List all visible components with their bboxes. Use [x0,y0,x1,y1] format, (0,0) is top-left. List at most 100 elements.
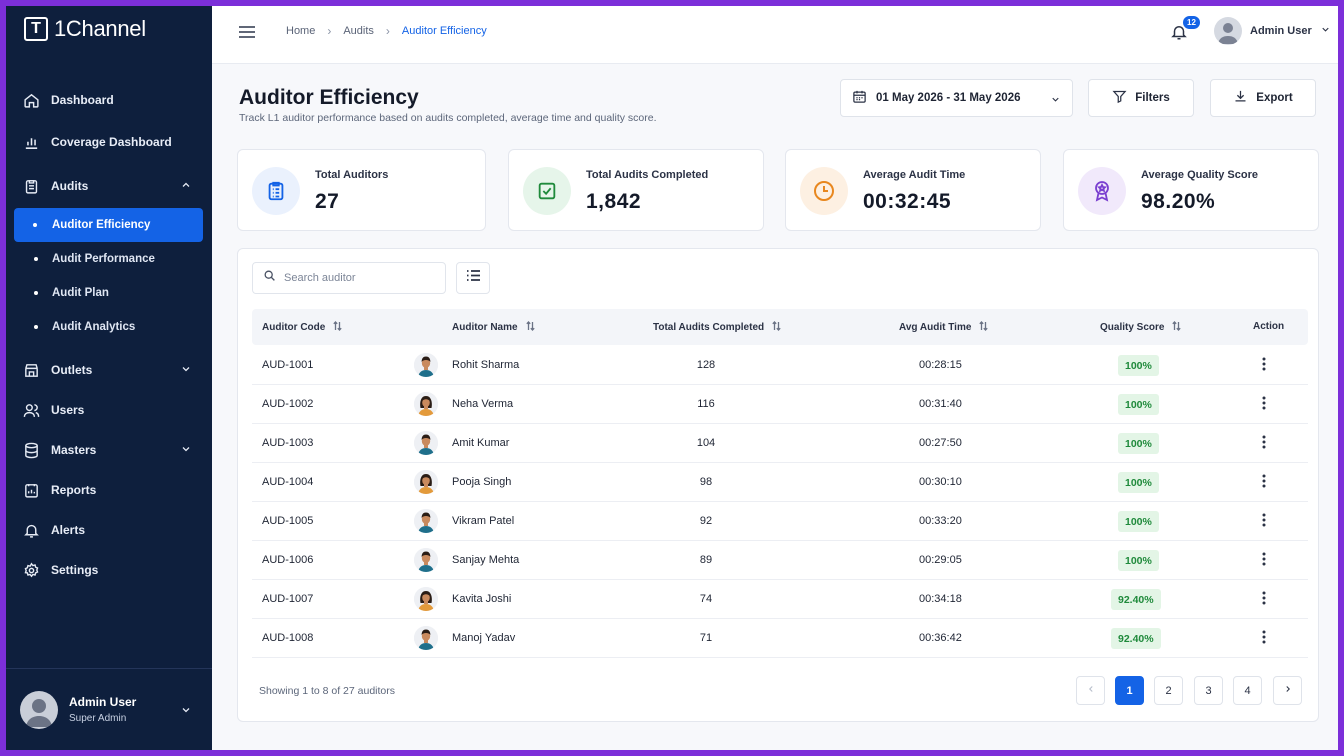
home-icon [22,91,40,109]
kpi-value: 27 [315,190,340,213]
pagination-prev-button[interactable] [1076,676,1105,705]
sidebar-user-name: Admin User [69,695,137,709]
quality-score-badge: 100% [1118,394,1159,415]
filters-button[interactable]: Filters [1088,79,1194,117]
auditor-code-cell: AUD-1004 [262,476,314,488]
breadcrumb-home[interactable]: Home [286,25,316,37]
date-range-picker[interactable]: 01 May 2026 - 31 May 2026 [840,79,1073,117]
avg-audit-time-cell: 00:28:15 [919,359,962,371]
sidebar-sub-auditor-efficiency[interactable]: Auditor Efficiency [14,208,203,242]
avg-audit-time-cell: 00:31:40 [919,398,962,410]
column-header-label: Auditor Name [452,322,518,333]
column-header-auditor-code[interactable]: Auditor Code [262,321,343,334]
avg-audit-time-cell: 00:27:50 [919,437,962,449]
sidebar-item-label: Dashboard [51,93,114,107]
kpi-label: Average Audit Time [863,169,966,181]
sidebar-item-label: Masters [51,443,97,457]
chevron-down-icon[interactable] [180,703,192,721]
column-header-avg-audit-time[interactable]: Avg Audit Time [899,321,989,334]
pagination-page-2[interactable]: 2 [1154,676,1183,705]
table-row[interactable]: AUD-1005 Vikram Patel 92 00:33:20 100% [252,502,1308,541]
more-vertical-icon[interactable] [1262,474,1266,493]
sidebar-item-dashboard[interactable]: Dashboard [6,80,212,120]
table-row[interactable]: AUD-1007 Kavita Joshi 74 00:34:18 92.40% [252,580,1308,619]
auditor-name-cell[interactable]: Sanjay Mehta [452,554,520,566]
sidebar-sub-audit-plan[interactable]: Audit Plan [6,276,212,310]
table-row[interactable]: AUD-1002 Neha Verma 116 00:31:40 100% [252,385,1308,424]
sidebar-item-alerts[interactable]: Alerts [6,510,212,550]
avatar [414,470,438,494]
avg-audit-time-cell: 00:30:10 [919,476,962,488]
pagination-page-1[interactable]: 1 [1115,676,1144,705]
notification-count-badge: 12 [1182,15,1201,30]
kpi-label: Total Auditors [315,169,389,181]
pagination-next-button[interactable] [1273,676,1302,705]
avatar [414,431,438,455]
column-options-button[interactable] [456,262,490,294]
table-row[interactable]: AUD-1003 Amit Kumar 104 00:27:50 100% [252,424,1308,463]
more-vertical-icon[interactable] [1262,513,1266,532]
more-vertical-icon[interactable] [1262,591,1266,610]
auditor-name-cell[interactable]: Kavita Joshi [452,593,512,605]
award-icon [1078,167,1126,215]
auditor-name-cell[interactable]: Rohit Sharma [452,359,520,371]
table-row[interactable]: AUD-1004 Pooja Singh 98 00:30:10 100% [252,463,1308,502]
sidebar-item-outlets[interactable]: Outlets [6,350,212,390]
column-header-auditor-name[interactable]: Auditor Name [452,321,535,334]
hamburger-menu-icon[interactable] [238,24,256,45]
sidebar-sub-audit-performance[interactable]: Audit Performance [6,242,212,276]
chevron-down-icon[interactable] [180,363,192,378]
clipboard-icon [22,177,40,195]
sidebar-item-masters[interactable]: Masters [6,430,212,470]
filter-icon [1112,89,1127,107]
more-vertical-icon[interactable] [1262,552,1266,571]
column-header-quality-score[interactable]: Quality Score [1100,321,1182,334]
main-content: Home › Audits › Auditor Efficiency 12 Ad… [212,6,1338,750]
sidebar-item-label: Settings [51,563,99,577]
sidebar-item-coverage-dashboard[interactable]: Coverage Dashboard [6,122,212,162]
search-box[interactable] [252,262,446,294]
auditor-name-cell[interactable]: Pooja Singh [452,476,512,488]
bar-chart-icon [22,133,40,151]
export-button[interactable]: Export [1210,79,1316,117]
chevron-up-icon[interactable] [180,179,192,194]
sidebar-item-users[interactable]: Users [6,390,212,430]
table-row[interactable]: AUD-1008 Manoj Yadav 71 00:36:42 92.40% [252,619,1308,658]
sidebar-item-audits[interactable]: Audits [6,166,212,206]
auditor-name-cell[interactable]: Vikram Patel [452,515,515,527]
sidebar-item-reports[interactable]: Reports [6,470,212,510]
report-icon [22,481,40,499]
more-vertical-icon[interactable] [1262,396,1266,415]
sidebar-item-settings[interactable]: Settings [6,550,212,590]
more-vertical-icon[interactable] [1262,630,1266,649]
chevron-down-icon[interactable] [180,443,192,458]
topbar-user-menu[interactable]: Admin User [1214,17,1331,45]
avg-audit-time-cell: 00:36:42 [919,632,962,644]
more-vertical-icon[interactable] [1262,357,1266,376]
chevron-right-icon: › [385,24,390,38]
more-vertical-icon[interactable] [1262,435,1266,454]
pagination-page-4[interactable]: 4 [1233,676,1262,705]
sidebar-sub-audit-analytics[interactable]: Audit Analytics [6,310,212,344]
quality-score-badge: 92.40% [1111,589,1161,610]
brand-logo[interactable]: T 1Channel [24,16,146,42]
breadcrumb-audits[interactable]: Audits [343,25,374,37]
auditor-name-cell[interactable]: Manoj Yadav [452,632,516,644]
notification-bell-icon[interactable] [1170,22,1188,47]
total-audits-cell: 92 [699,515,713,527]
quality-score-badge: 100% [1118,472,1159,493]
auditor-name-cell[interactable]: Amit Kumar [452,437,510,449]
gear-icon [22,561,40,579]
avatar [414,353,438,377]
auditor-name-cell[interactable]: Neha Verma [452,398,514,410]
sidebar-user-menu[interactable]: Admin User Super Admin [6,668,212,750]
table-row[interactable]: AUD-1006 Sanjay Mehta 89 00:29:05 100% [252,541,1308,580]
column-header-total-audits[interactable]: Total Audits Completed [653,321,781,334]
store-icon [22,361,40,379]
table-row[interactable]: AUD-1001 Rohit Sharma 128 00:28:15 100% [252,346,1308,385]
kpi-card-average-quality-score: Average Quality Score 98.20% [1063,149,1319,231]
search-input[interactable] [284,272,434,284]
kpi-card-average-audit-time: Average Audit Time 00:32:45 [785,149,1041,231]
pagination-page-3[interactable]: 3 [1194,676,1223,705]
kpi-value: 98.20% [1141,190,1216,213]
